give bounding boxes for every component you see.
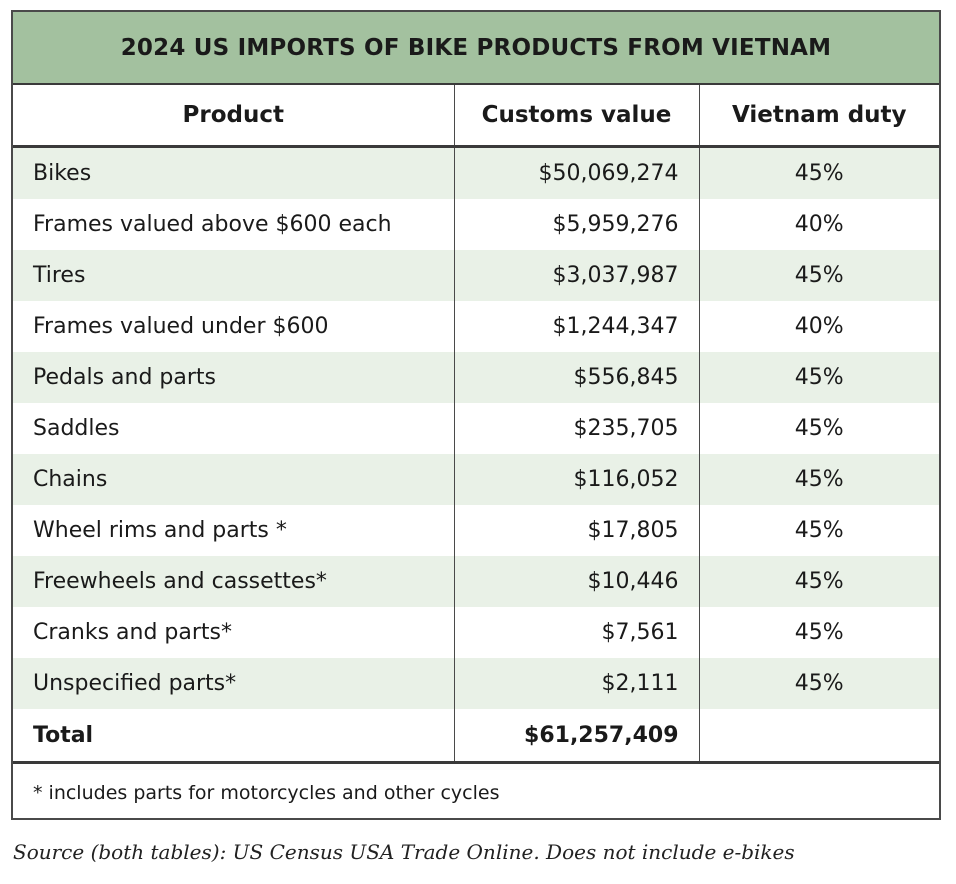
imports-table: Product Customs value Vietnam duty Bikes… [13,85,939,764]
product-cell: Unspecified parts* [13,658,455,709]
product-cell: Frames valued above $600 each [13,199,455,250]
customs-value-cell: $3,037,987 [454,250,700,301]
product-cell: Pedals and parts [13,352,455,403]
table-row: Chains $116,052 45% [13,454,939,505]
duty-cell: 40% [794,314,844,339]
total-value: $61,257,409 [454,709,700,764]
product-cell: Bikes [13,146,455,199]
customs-value-cell: $1,244,347 [454,301,700,352]
customs-value-cell: $235,705 [454,403,700,454]
duty-cell: 45% [699,250,939,301]
table-row: Frames valued under $600 $1,244,347 40% [13,301,939,352]
duty-cell: 45% [699,146,939,199]
customs-value-cell: $5,959,276 [454,199,700,250]
duty-cell: 45% [699,352,939,403]
product-cell: Wheel rims and parts * [13,505,455,556]
footnote: * includes parts for motorcycles and oth… [33,781,500,804]
header-vietnam-duty: Vietnam duty [699,85,939,148]
duty-cell: 45% [794,518,844,543]
total-row: Total $61,257,409 [13,709,939,764]
table-row: Saddles $235,705 45% [13,403,939,454]
table-row: Frames valued above $600 each $5,959,276… [13,199,939,250]
total-duty [699,709,939,764]
customs-value-cell: $556,845 [454,352,700,403]
table-row: Bikes $50,069,274 45% [13,146,939,199]
product-cell: Tires [13,250,455,301]
header-customs-value: Customs value [454,85,700,148]
duty-cell: 45% [794,620,844,645]
table-row: Tires $3,037,987 45% [13,250,939,301]
header-product: Product [13,85,455,148]
duty-cell: 45% [699,454,939,505]
imports-table-card: 2024 US IMPORTS OF BIKE PRODUCTS FROM VI… [11,10,941,820]
customs-value-cell: $7,561 [454,607,700,658]
customs-value-cell: $2,111 [454,658,700,709]
customs-value-cell: $50,069,274 [454,146,700,199]
table-row: Freewheels and cassettes* $10,446 45% [13,556,939,607]
product-cell: Chains [13,454,455,505]
product-cell: Cranks and parts* [13,607,455,658]
table-row: Cranks and parts* $7,561 45% [13,607,939,658]
table-row: Unspecified parts* $2,111 45% [13,658,939,709]
duty-cell: 45% [794,416,844,441]
table-title: 2024 US IMPORTS OF BIKE PRODUCTS FROM VI… [13,12,939,85]
duty-cell: 45% [699,658,939,709]
header-row: Product Customs value Vietnam duty [13,85,939,148]
source-note: Source (both tables): US Census USA Trad… [13,840,795,864]
customs-value-cell: $116,052 [454,454,700,505]
product-cell: Saddles [13,403,455,454]
customs-value-cell: $17,805 [454,505,700,556]
table-row: Pedals and parts $556,845 45% [13,352,939,403]
duty-cell: 45% [699,556,939,607]
total-label: Total [13,709,455,764]
table-row: Wheel rims and parts * $17,805 45% [13,505,939,556]
product-cell: Freewheels and cassettes* [13,556,455,607]
customs-value-cell: $10,446 [454,556,700,607]
duty-cell: 40% [794,212,844,237]
product-cell: Frames valued under $600 [13,301,455,352]
